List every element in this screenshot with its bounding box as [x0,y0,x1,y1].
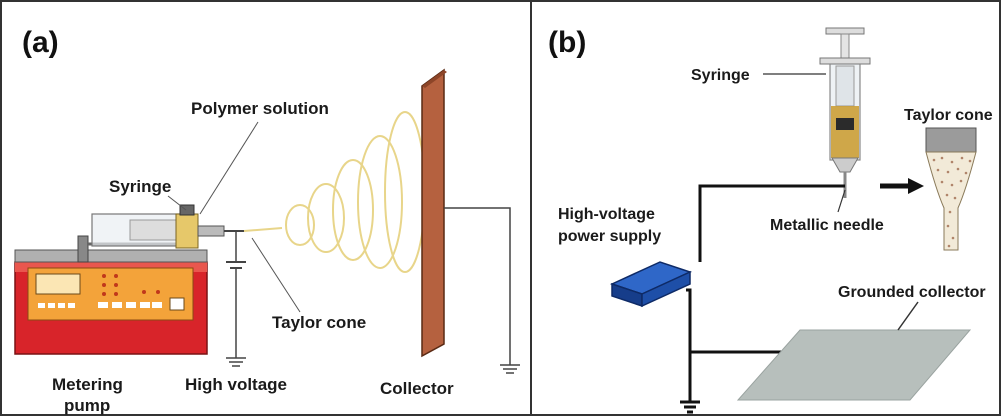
pump-key [68,303,75,308]
taylor-cone-inset [925,127,977,251]
polymer-solution-leader [199,121,259,215]
jet-loop [332,159,374,261]
pump-led [102,283,106,287]
pump-led [114,274,118,278]
pump-switch [169,297,185,311]
pump-led [142,290,146,294]
pump-button [98,302,108,308]
syringe-a [91,204,244,249]
pump-button [152,302,162,308]
syringe-solution [175,213,199,249]
pump-button [112,302,122,308]
pump-led [114,292,118,296]
pump-key [38,303,45,308]
collector-b-leader [897,301,919,331]
collector-wire [444,207,511,365]
grounded-collector-plate [736,329,972,401]
power-supply [609,261,693,308]
jet-loop [285,204,315,246]
label-syringe: Syringe [109,177,171,196]
pump-button [126,302,136,308]
taylor-cone-leader [251,237,301,313]
wire-supply-to-ground [686,288,692,402]
panel-b-letter: (b) [548,26,586,59]
pump-led [114,283,118,287]
pump-key [48,303,55,308]
jet-loop [357,135,403,269]
collector-edge [422,70,447,88]
label-taylor-cone-b: Taylor cone [904,107,993,124]
label-collector: Collector [380,379,454,398]
syringe-tip [831,157,859,173]
collector-a [421,68,520,374]
barrel-flange [819,57,871,65]
pump-led [102,292,106,296]
pump-rail-base [14,249,208,263]
label-metering-pump-2: pump [64,396,110,415]
collector-plate [421,68,445,358]
jet-straight [243,227,283,232]
jet-loop [307,183,345,253]
label-high-voltage: High voltage [185,375,287,394]
pump-display [35,273,81,295]
label-syringe-b: Syringe [691,67,750,84]
syringe-b [819,27,871,198]
label-metallic-needle: Metallic needle [770,217,884,234]
needle-leader [837,189,846,213]
metering-pump [14,235,208,355]
pump-pusher [77,235,89,263]
label-grounded-collector: Grounded collector [838,284,986,301]
panel-a-letter: (a) [22,26,59,59]
label-taylor-cone: Taylor cone [272,313,366,332]
cone-droplet [925,151,977,251]
arrow-to-inset [880,178,924,194]
label-power-supply-1: High-voltage [558,206,655,223]
panel-b: (b) [548,26,993,414]
pump-led [156,290,160,294]
syringe-leader [167,195,187,211]
wire-needle-to-supply [698,184,845,262]
plunger-rod [840,33,850,61]
power-supply-side [641,270,691,308]
plunger-seal [835,65,855,107]
panel-a: (a) [14,26,520,415]
label-polymer-solution: Polymer solution [191,99,329,118]
pump-key [58,303,65,308]
pump-top-face [15,262,207,272]
cone-particles [932,156,972,248]
label-power-supply-2: power supply [558,228,661,245]
syringe-label-band [836,118,854,130]
syringe-hub [197,225,225,237]
label-metering-pump-1: Metering [52,375,123,394]
arrow-head [908,178,924,194]
pump-button [140,302,150,308]
syringe-solution-b [831,106,859,158]
syringe-clamp [179,204,195,216]
plunger-top [825,27,865,35]
cone-nozzle [925,127,977,153]
syringe-plunger-head [129,219,179,241]
pump-led [102,274,106,278]
high-voltage-circuit [226,231,246,367]
